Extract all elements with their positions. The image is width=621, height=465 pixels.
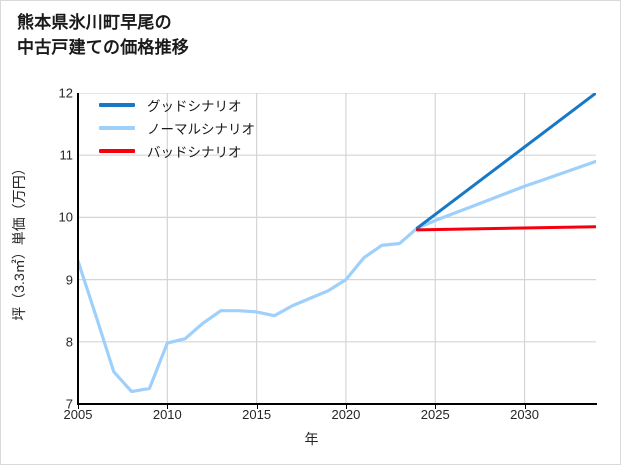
series-lines xyxy=(78,93,596,394)
y-axis-label: 坪（3.3㎡）単価（万円） xyxy=(11,161,27,321)
chart-legend: グッドシナリオ ノーマルシナリオ バッドシナリオ xyxy=(99,93,309,162)
x-axis-label: 年 xyxy=(304,431,319,447)
legend-item-label: グッドシナリオ xyxy=(147,98,242,114)
y-axis-line xyxy=(77,93,79,405)
series-line xyxy=(415,93,596,230)
y-axis-tick-label: 7 xyxy=(65,396,73,412)
x-axis-tick-mark xyxy=(78,405,79,409)
y-axis-tick-label: 12 xyxy=(58,85,73,101)
chart-plot-svg xyxy=(78,93,596,404)
x-axis-tick-label: 2010 xyxy=(152,407,182,422)
legend-color-swatch xyxy=(99,148,135,153)
x-axis-tick-mark xyxy=(435,405,437,409)
x-axis-tick-label: 2015 xyxy=(242,407,272,422)
x-axis-tick-label: 2020 xyxy=(331,407,361,422)
x-axis-tick-mark xyxy=(167,405,169,409)
series-line xyxy=(78,159,596,394)
x-axis-tick-mark xyxy=(345,405,347,409)
legend-item: グッドシナリオ xyxy=(99,93,309,116)
series-line xyxy=(415,225,596,232)
y-axis-ticks: 7 8 9 10 11 12 xyxy=(33,86,74,412)
x-axis-tick-mark xyxy=(256,405,258,409)
legend-color-swatch xyxy=(99,102,135,107)
x-axis-tick-label: 2030 xyxy=(510,407,540,422)
page-title: 熊本県氷川町早尾の 中古戸建ての価格推移 xyxy=(17,13,189,57)
x-axis-tick-label: 2005 xyxy=(63,407,93,422)
legend-color-swatch xyxy=(99,125,135,130)
x-axis-tick-label: 2025 xyxy=(420,407,450,422)
x-axis-line xyxy=(77,403,597,405)
y-axis-tick-label: 11 xyxy=(59,147,74,163)
legend-item-label: バッドシナリオ xyxy=(147,144,242,160)
y-axis-tick-label: 10 xyxy=(58,209,73,225)
plot-area xyxy=(78,93,596,404)
legend-item-label: ノーマルシナリオ xyxy=(147,121,255,137)
legend-item: ノーマルシナリオ xyxy=(99,116,309,139)
x-axis-tick-mark xyxy=(524,405,526,409)
gridlines xyxy=(78,93,596,404)
y-axis-tick-label: 9 xyxy=(65,272,73,288)
legend-item: バッドシナリオ xyxy=(99,139,309,162)
y-axis-tick-label: 8 xyxy=(65,334,73,350)
